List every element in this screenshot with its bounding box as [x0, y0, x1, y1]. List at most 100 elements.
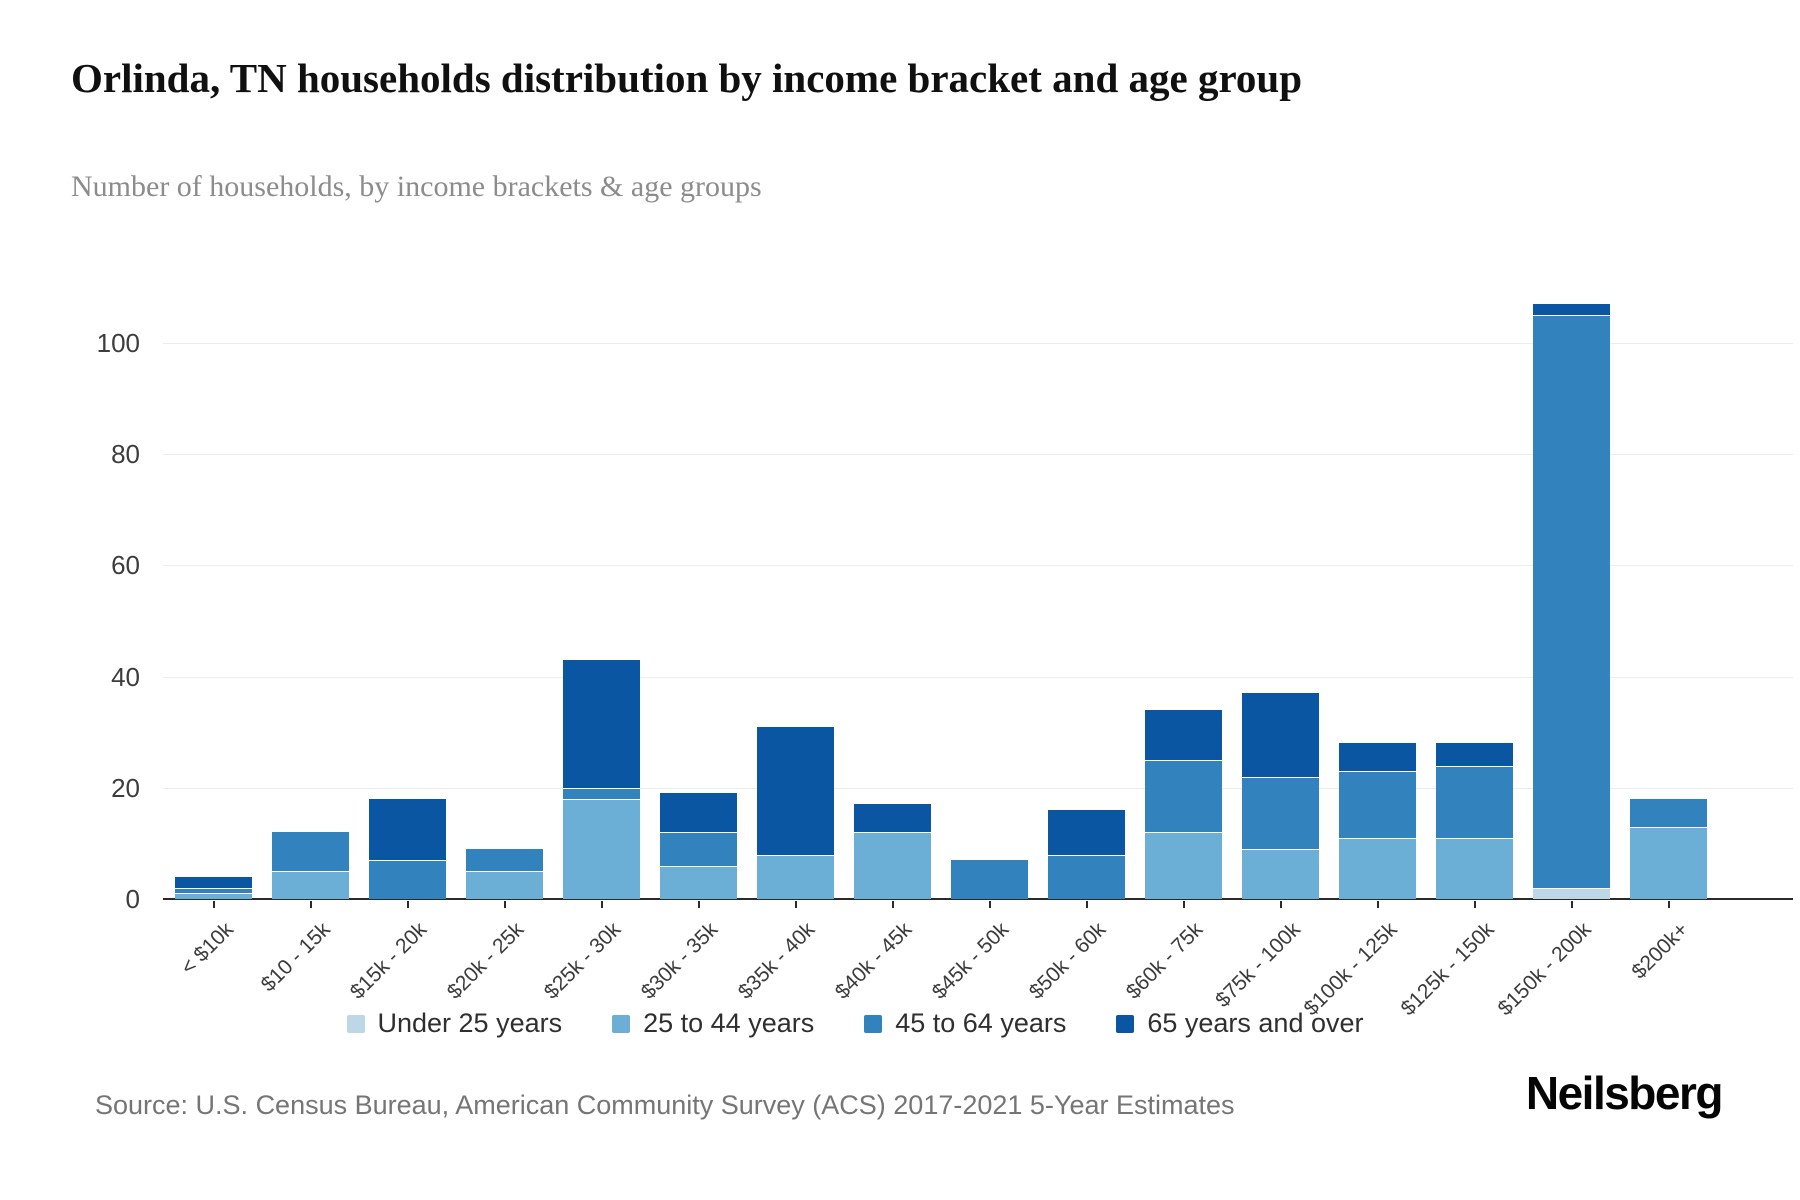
x-tick-mark [988, 901, 991, 908]
x-tick-label: $125k - 150k [1396, 918, 1499, 1021]
bar-segment[interactable] [1436, 743, 1513, 766]
x-tick-mark [600, 901, 603, 908]
segment-separator [1339, 836, 1416, 839]
bar-segment[interactable] [369, 860, 446, 899]
bar-segment[interactable] [1533, 304, 1610, 316]
y-gridline [163, 454, 1793, 456]
x-tick-mark [1570, 901, 1573, 908]
segment-separator [175, 892, 252, 895]
segment-separator [1048, 853, 1125, 856]
y-tick-label: 60 [111, 550, 140, 581]
y-tick-label: 80 [111, 439, 140, 470]
bar-segment[interactable] [1533, 887, 1610, 899]
bar-segment[interactable] [1145, 760, 1222, 833]
x-tick-mark [891, 901, 894, 908]
chart-title: Orlinda, TN households distribution by i… [71, 55, 1303, 101]
bar-segment[interactable] [1630, 798, 1707, 827]
bar-segment[interactable] [466, 871, 543, 899]
bar-segment[interactable] [757, 854, 834, 899]
legend-item[interactable]: 25 to 44 years [612, 1008, 814, 1039]
source-note: Source: U.S. Census Bureau, American Com… [95, 1090, 1235, 1120]
bar-segment[interactable] [272, 871, 349, 899]
x-tick-label: $60k - 75k [1122, 918, 1208, 1004]
bar-segment[interactable] [1339, 771, 1416, 838]
legend-label: Under 25 years [377, 1008, 563, 1038]
legend-label: 65 years and over [1147, 1008, 1364, 1038]
segment-separator [1533, 886, 1610, 889]
bar-segment[interactable] [369, 798, 446, 861]
segment-separator [1533, 314, 1610, 317]
bar-segment[interactable] [175, 887, 252, 894]
segment-separator [1242, 775, 1319, 778]
legend-label: 45 to 64 years [895, 1008, 1067, 1038]
segment-separator [272, 870, 349, 873]
bar-segment[interactable] [466, 848, 543, 872]
x-tick-label: < $10k [176, 918, 238, 980]
segment-separator [660, 831, 737, 834]
bar-segment[interactable] [1533, 315, 1610, 888]
segment-separator [175, 886, 252, 889]
bar-segment[interactable] [1242, 848, 1319, 899]
y-gridline [163, 787, 1793, 789]
y-tick-label: 0 [125, 884, 140, 914]
bar-segment[interactable] [272, 832, 349, 872]
bar-segment[interactable] [660, 793, 737, 833]
bar-segment[interactable] [1242, 776, 1319, 849]
bar-segment[interactable] [175, 893, 252, 899]
bar-segment[interactable] [1048, 810, 1125, 855]
bar-segment[interactable] [1242, 693, 1319, 777]
x-tick-mark [1667, 901, 1670, 908]
bar-segment[interactable] [660, 832, 737, 866]
segment-separator [563, 786, 640, 789]
x-tick-label: $25k - 30k [540, 918, 626, 1004]
bar-segment[interactable] [854, 832, 931, 899]
bar-segment[interactable] [1145, 832, 1222, 899]
bar-segment[interactable] [1145, 709, 1222, 760]
segment-separator [1630, 825, 1707, 828]
bar-segment[interactable] [951, 860, 1028, 899]
x-tick-label: $150k - 200k [1493, 918, 1596, 1021]
x-tick-label: $75k - 100k [1210, 918, 1305, 1012]
legend-swatch-icon [864, 1014, 883, 1033]
x-tick-mark [1182, 901, 1185, 908]
bar-segment[interactable] [854, 804, 931, 833]
y-tick-label: 20 [111, 772, 140, 803]
legend-item[interactable]: 45 to 64 years [864, 1008, 1066, 1039]
y-tick-label: 100 [96, 328, 140, 358]
bar-segment[interactable] [563, 787, 640, 799]
segment-separator [757, 853, 834, 856]
segment-separator [1436, 836, 1513, 839]
x-tick-mark [1085, 901, 1088, 908]
bar-segment[interactable] [1339, 837, 1416, 899]
segment-separator [563, 797, 640, 800]
segment-separator [369, 859, 446, 862]
legend-item[interactable]: 65 years and over [1116, 1008, 1364, 1039]
segment-separator [1436, 764, 1513, 767]
bar-segment[interactable] [1436, 765, 1513, 838]
x-tick-label: $50k - 60k [1025, 918, 1111, 1004]
chart-legend: Under 25 years 25 to 44 years 45 to 64 yea… [0, 1008, 1710, 1039]
segment-separator [1145, 831, 1222, 834]
bar-segment[interactable] [1436, 837, 1513, 899]
bar-segment[interactable] [563, 659, 640, 788]
x-axis-line [163, 898, 1793, 900]
x-tick-label: $100k - 125k [1299, 918, 1402, 1021]
bar-segment[interactable] [1048, 854, 1125, 899]
segment-separator [854, 831, 931, 834]
legend-swatch-icon [1116, 1014, 1135, 1033]
x-tick-mark [212, 901, 215, 908]
legend-item[interactable]: Under 25 years [346, 1008, 563, 1039]
bar-segment[interactable] [757, 726, 834, 855]
segment-separator [1339, 770, 1416, 773]
bar-segment[interactable] [563, 798, 640, 899]
neilsberg-logo[interactable]: Neilsberg [1525, 1067, 1724, 1119]
bar-segment[interactable] [660, 865, 737, 899]
plot-area: 0 20 40 60 80 100 < $10k $10 - 15k $15k - 20k $20… [96, 304, 1793, 1020]
bar-segment[interactable] [1339, 743, 1416, 772]
x-tick-mark [406, 901, 409, 908]
y-tick-label: 40 [111, 661, 140, 692]
bar-segment[interactable] [1630, 826, 1707, 899]
x-tick-label: $200k+ [1627, 918, 1693, 984]
bar-segment[interactable] [175, 876, 252, 888]
